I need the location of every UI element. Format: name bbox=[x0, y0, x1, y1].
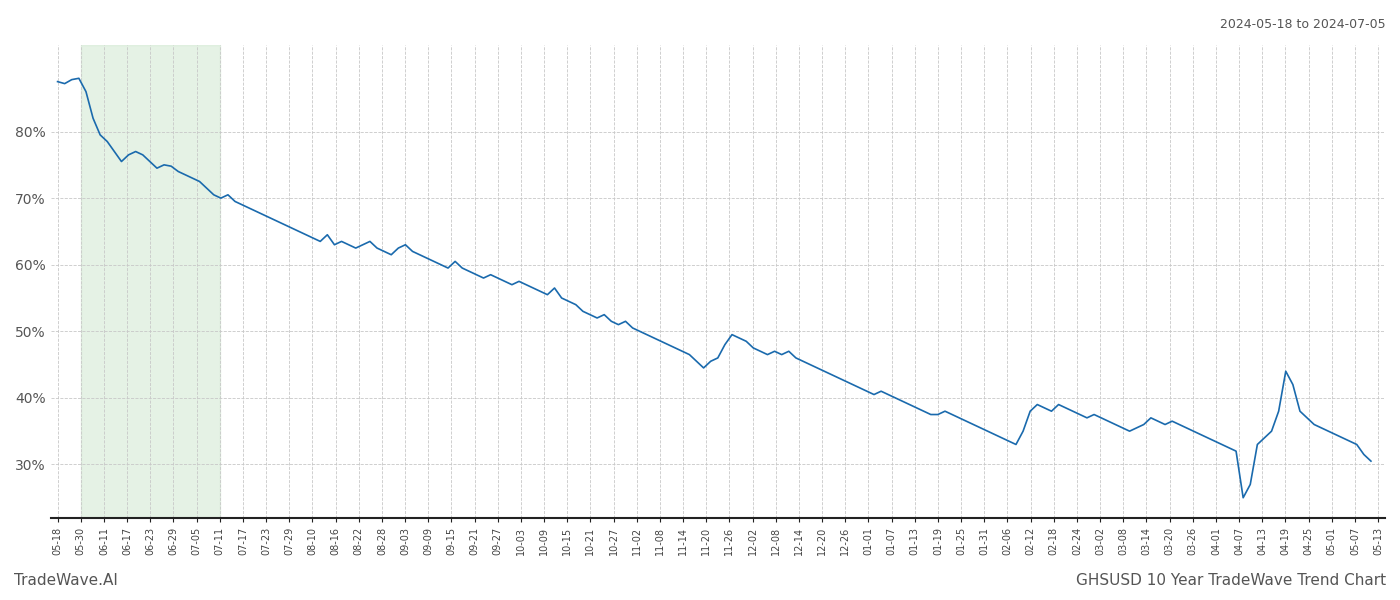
Text: 2024-05-18 to 2024-07-05: 2024-05-18 to 2024-07-05 bbox=[1221, 18, 1386, 31]
Text: TradeWave.AI: TradeWave.AI bbox=[14, 573, 118, 588]
Text: GHSUSD 10 Year TradeWave Trend Chart: GHSUSD 10 Year TradeWave Trend Chart bbox=[1075, 573, 1386, 588]
Bar bbox=[81, 45, 220, 518]
